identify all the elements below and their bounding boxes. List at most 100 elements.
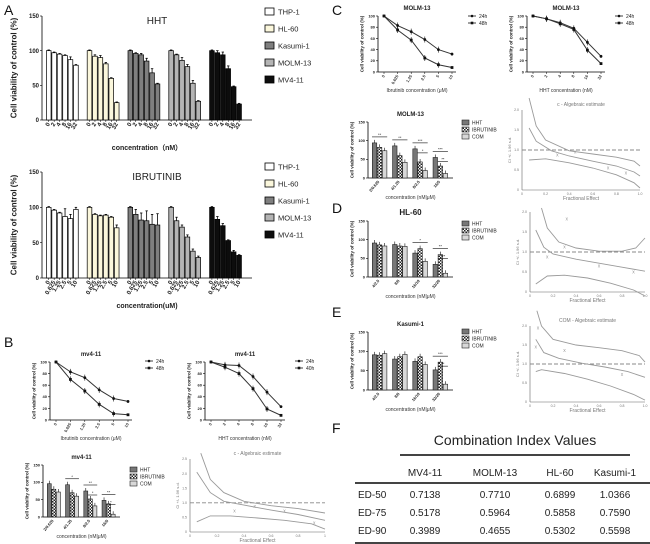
y-tick-label: 100 — [358, 237, 365, 242]
legend-swatch — [264, 213, 275, 222]
bar — [422, 170, 428, 179]
series-line — [383, 15, 453, 55]
y-tick-label: 1.0 — [514, 148, 519, 152]
legend-label: MV4-11 — [278, 231, 304, 240]
x-tick-label: 0 — [208, 279, 215, 285]
bar — [231, 251, 237, 279]
table-cell: 0.5302 — [544, 526, 576, 537]
legend-label: COM — [140, 482, 152, 488]
y-tick-label: 0 — [38, 514, 41, 519]
x-tick-label: 1.25 — [405, 73, 414, 83]
y-axis-label: Cell viability of control (%) — [509, 15, 514, 72]
legend-swatch — [264, 24, 275, 33]
ci-curve-upper — [536, 310, 646, 363]
y-axis-label: Cell viability of control (%) — [350, 121, 355, 178]
significance-label: *** — [438, 351, 443, 356]
title-rule — [400, 454, 630, 456]
legend-label: HHT — [140, 468, 150, 474]
x-tick-label: 0.2 — [215, 534, 220, 538]
bar — [179, 226, 185, 279]
x-tick-label: 4 — [97, 121, 104, 127]
legend-swatch — [264, 7, 275, 16]
legend-swatch — [264, 162, 275, 171]
x-tick-label: 10 — [71, 279, 80, 288]
kasumi-1-ci-plot: 0 0.5 1.0 1.5 2.0 0 0.2 0.4 0.6 0.8 1.0 x x x x COM - A… — [515, 310, 647, 414]
series-line — [55, 361, 129, 402]
y-tick-label: 1.5 — [522, 343, 527, 347]
significance-label: *** — [418, 138, 423, 143]
bar — [56, 53, 63, 121]
bar — [62, 55, 68, 121]
y-tick-label: 1.0 — [522, 250, 527, 254]
bar — [133, 214, 139, 279]
x-tick-label: 4/1.25 — [390, 179, 401, 191]
y-tick-label: 100 — [33, 480, 40, 485]
bar — [190, 250, 196, 279]
x-tick-label: 32 — [152, 121, 161, 130]
bar — [173, 220, 180, 279]
bar — [149, 223, 155, 279]
y-axis-label: CI +/- 1.96 s.d. — [515, 351, 520, 377]
bar — [108, 216, 114, 279]
bar — [437, 254, 443, 278]
x-tick-label: 4 — [557, 73, 563, 78]
legend-label: HL-60 — [278, 180, 298, 189]
y-tick-label: 60 — [43, 383, 48, 388]
y-tick-label: 20 — [371, 58, 376, 63]
legend-swatch — [461, 342, 470, 349]
bar — [437, 361, 443, 391]
ci-point: x — [556, 152, 559, 158]
y-tick-label: 20 — [520, 58, 525, 63]
significance-label: *** — [438, 146, 443, 151]
x-axis-label: concentration(uM) — [116, 303, 177, 310]
bar — [127, 206, 133, 279]
x-tick-label: 0 — [167, 121, 174, 127]
x-tick-label: 2.5 — [141, 279, 151, 290]
bar — [195, 100, 201, 121]
y-tick-label: 80 — [198, 371, 203, 376]
legend-label: Kasumi-1 — [278, 42, 310, 51]
header-rule — [355, 482, 650, 484]
x-tick-label: 4/2.5 — [371, 278, 381, 289]
x-tick-label: 0 — [207, 421, 213, 426]
x-tick-label: 4 — [219, 121, 226, 127]
x-axis-label: concentration (nM|μM) — [56, 534, 106, 540]
panel-label-e: E — [332, 304, 342, 320]
bar — [417, 356, 423, 391]
x-tick-label: 2 — [132, 121, 139, 127]
bar — [377, 354, 383, 391]
bar — [184, 66, 191, 121]
x-tick-label: 16/5 — [101, 518, 110, 528]
table-cell: 0.4655 — [479, 526, 511, 537]
y-tick-label: 60 — [520, 36, 525, 41]
y-tick-label: 40 — [43, 394, 48, 399]
significance-label: ** — [441, 156, 445, 161]
x-tick-label: 0 — [529, 294, 531, 298]
bar — [127, 50, 133, 121]
x-tick-label: 0 — [521, 192, 523, 196]
bar — [397, 356, 403, 391]
y-tick-label: 50 — [361, 368, 366, 373]
x-tick-label: 5 — [67, 279, 74, 285]
legend-swatch — [129, 473, 138, 480]
ci-point: x — [574, 150, 577, 156]
chart-title: COM - Algebraic estimate — [559, 318, 616, 324]
legend-swatch — [129, 466, 138, 473]
legend-marker — [147, 359, 151, 363]
y-tick-label: 1.5 — [522, 230, 527, 234]
y-axis-label: Cell viability of control (%) — [32, 362, 37, 419]
bar — [133, 53, 139, 121]
ci-point: x — [535, 344, 538, 350]
x-tick-label: 0.6 — [597, 294, 602, 298]
bar — [106, 503, 111, 518]
y-tick-label: 2.0 — [514, 108, 519, 112]
x-tick-label: 5 — [108, 279, 115, 285]
x-tick-label: 2 — [543, 73, 549, 78]
y-tick-label: 20 — [43, 406, 48, 411]
legend-label: 40h — [306, 366, 315, 372]
bar — [97, 57, 104, 121]
